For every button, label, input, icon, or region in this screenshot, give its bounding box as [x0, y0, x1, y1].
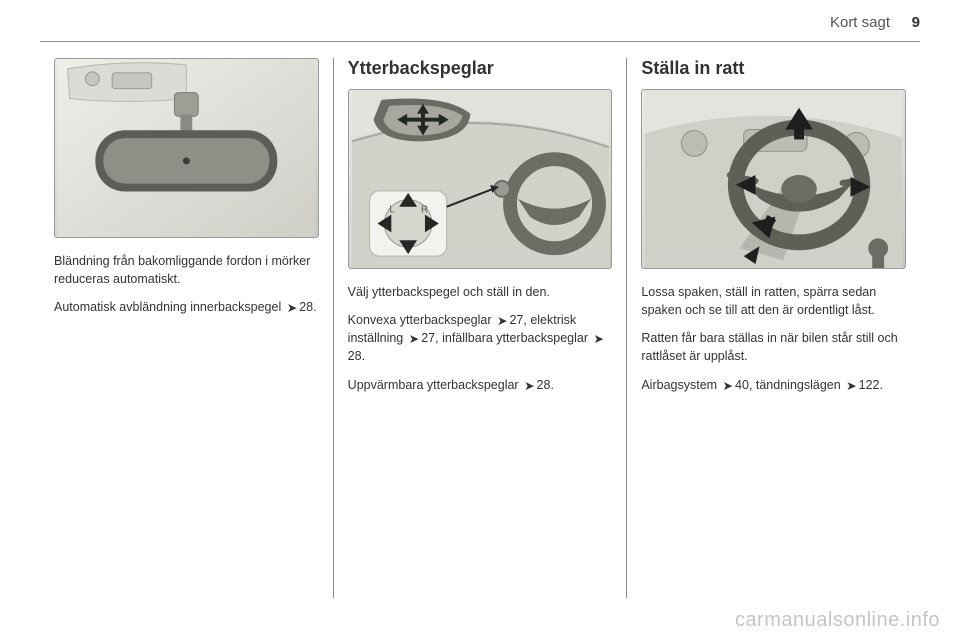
- page-ref: 28: [348, 349, 362, 363]
- text: .: [313, 300, 316, 314]
- text: Automatisk avbländning innerback­spegel: [54, 300, 285, 314]
- text: .: [880, 378, 883, 392]
- col2-title: Ytterbackspeglar: [348, 58, 613, 79]
- page-number: 9: [912, 14, 920, 31]
- text: Airbagsystem: [641, 378, 720, 392]
- col1-paragraph-2: Automatisk avbländning innerback­spegel …: [54, 298, 319, 316]
- figure-inner-mirror: [54, 58, 319, 238]
- watermark: carmanualsonline.info: [735, 609, 940, 632]
- page-ref-icon: ➤: [287, 299, 297, 317]
- figure-exterior-mirror: L R: [348, 89, 613, 269]
- col3-paragraph-3: Airbagsystem ➤40, tändningslägen ➤122.: [641, 376, 906, 394]
- svg-text:R: R: [421, 205, 428, 216]
- text: Konvexa ytterbackspeglar: [348, 313, 495, 327]
- text: .: [550, 378, 553, 392]
- column-3: Ställa in ratt: [626, 58, 920, 598]
- col3-paragraph-2: Ratten får bara ställas in när bilen stå…: [641, 329, 906, 365]
- figure-steering-wheel: [641, 89, 906, 269]
- page-ref: 27: [421, 331, 435, 345]
- page-header: Kort sagt 9: [40, 14, 920, 42]
- svg-text:L: L: [389, 205, 395, 216]
- col1-paragraph-1: Bländning från bakomliggande fordon i mö…: [54, 252, 319, 288]
- page-ref: 40: [735, 378, 749, 392]
- page-ref-icon: ➤: [409, 330, 419, 348]
- text: .: [362, 349, 365, 363]
- page-ref-icon: ➤: [524, 377, 534, 395]
- page-ref: 27: [509, 313, 523, 327]
- text: , infällbara ytterbackspeglar: [435, 331, 591, 345]
- column-1: Bländning från bakomliggande fordon i mö…: [40, 58, 333, 598]
- col3-paragraph-1: Lossa spaken, ställ in ratten, spärra se…: [641, 283, 906, 319]
- page-ref-icon: ➤: [593, 330, 603, 348]
- section-title: Kort sagt: [830, 14, 890, 31]
- page-ref: 28: [299, 300, 313, 314]
- col2-paragraph-1: Välj ytterbackspegel och ställ in den.: [348, 283, 613, 301]
- page-ref-icon: ➤: [723, 377, 733, 395]
- text: Uppvärmbara ytterbackspeglar: [348, 378, 522, 392]
- page-ref: 122: [859, 378, 880, 392]
- page-ref-icon: ➤: [497, 312, 507, 330]
- text: , tändningslägen: [749, 378, 844, 392]
- col3-title: Ställa in ratt: [641, 58, 906, 79]
- manual-page: Kort sagt 9: [0, 0, 960, 642]
- col2-paragraph-3: Uppvärmbara ytterbackspeglar ➤28.: [348, 376, 613, 394]
- page-ref: 28: [537, 378, 551, 392]
- column-2: Ytterbackspeglar: [333, 58, 627, 598]
- page-ref-icon: ➤: [846, 377, 856, 395]
- col2-paragraph-2: Konvexa ytterbackspeglar ➤27, elektrisk …: [348, 311, 613, 365]
- columns: Bländning från bakomliggande fordon i mö…: [40, 58, 920, 598]
